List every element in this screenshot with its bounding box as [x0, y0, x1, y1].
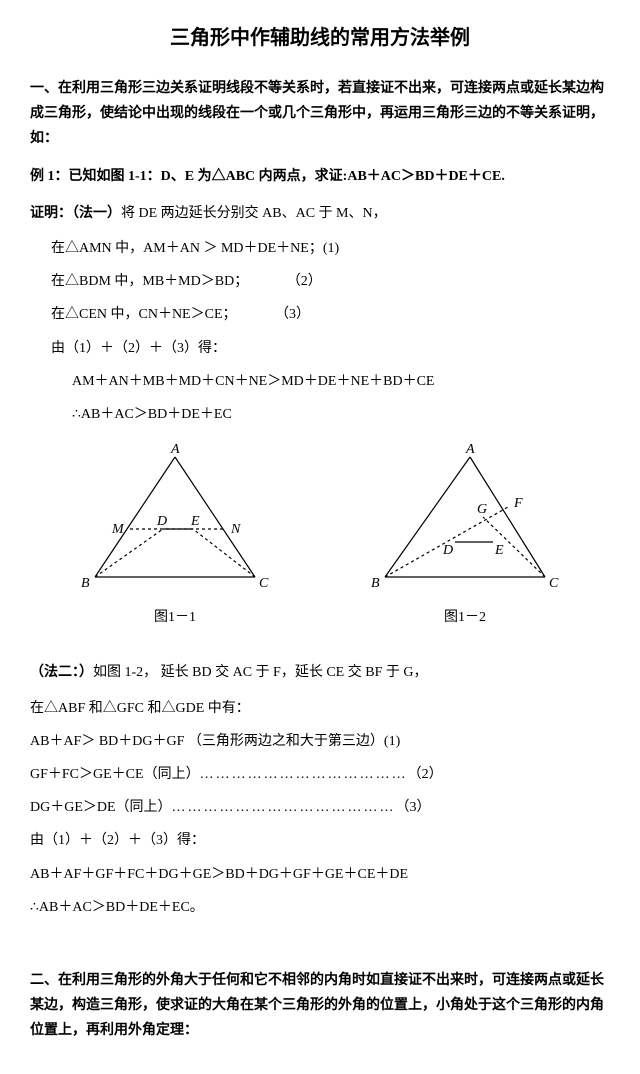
proof-1-heading: 证明：（法一）将 DE 两边延长分别交 AB、AC 于 M、N，	[30, 201, 610, 226]
section-2-heading: 二、在利用三角形的外角大于任何和它不相邻的内角时如直接证不出来时，可连接两点或延…	[30, 968, 610, 1044]
svg-text:N: N	[230, 522, 241, 537]
figure-1-1: A B C M N D E 图1－1	[75, 442, 275, 630]
proof-2-intro: 如图 1-2， 延长 BD 交 AC 于 F，延长 CE 交 BF 于 G，	[93, 665, 427, 680]
svg-text:A: A	[170, 442, 180, 457]
svg-text:C: C	[549, 576, 559, 591]
svg-text:E: E	[190, 514, 200, 529]
svg-text:A: A	[465, 442, 475, 457]
proof-2-step-1: 在△ABF 和△GFC 和△GDE 中有：	[30, 696, 610, 721]
svg-text:D: D	[442, 543, 453, 558]
proof-1-step-2: 在△BDM 中，MB＋MD＞BD； （2）	[51, 269, 610, 294]
proof-1-label: 证明：（法一）	[30, 206, 121, 221]
svg-text:D: D	[156, 514, 167, 529]
proof-1-step-1: 在△AMN 中，AM＋AN ＞ MD＋DE＋NE；(1)	[51, 236, 610, 261]
svg-text:B: B	[371, 576, 380, 591]
svg-text:B: B	[81, 576, 90, 591]
svg-text:G: G	[477, 502, 487, 517]
figure-1-1-caption: 图1－1	[75, 605, 275, 630]
proof-1-conclusion: ∴AB＋AC＞BD＋DE＋EC	[72, 402, 610, 427]
triangle-diagram-1: A B C M N D E	[75, 442, 275, 592]
proof-2-step-6: AB＋AF＋GF＋FC＋DG＋GE＞BD＋DG＋GF＋GE＋CE＋DE	[30, 862, 610, 887]
proof-2-step-2: AB＋AF＞ BD＋DG＋GF （三角形两边之和大于第三边）(1)	[30, 729, 610, 754]
proof-2-conclusion: ∴AB＋AC＞BD＋DE＋EC。	[30, 895, 610, 920]
proof-2-step-3: GF＋FC＞GE＋CE（同上）…………………………………（2）	[30, 762, 610, 787]
proof-1-intro: 将 DE 两边延长分别交 AB、AC 于 M、N，	[121, 206, 387, 221]
proof-1-step-4: 由（1）＋（2）＋（3）得：	[51, 336, 610, 361]
proof-2-heading: （法二：）如图 1-2， 延长 BD 交 AC 于 F，延长 CE 交 BF 于…	[30, 660, 610, 685]
example-1: 例 1：已知如图 1-1：D、E 为△ABC 内两点，求证:AB＋AC＞BD＋D…	[30, 164, 610, 189]
proof-1-step-3: 在△CEN 中，CN＋NE＞CE； （3）	[51, 302, 610, 327]
svg-text:C: C	[259, 576, 269, 591]
svg-text:E: E	[494, 543, 504, 558]
section-1-heading: 一、在利用三角形三边关系证明线段不等关系时，若直接证不出来，可连接两点或延长某边…	[30, 76, 610, 152]
proof-2-step-4: DG＋GE＞DE（同上）……………………………………（3）	[30, 795, 610, 820]
proof-2-step-5: 由（1）＋（2）＋（3）得：	[30, 828, 610, 853]
proof-1-step-5: AM＋AN＋MB＋MD＋CN＋NE＞MD＋DE＋NE＋BD＋CE	[72, 369, 610, 394]
svg-text:M: M	[111, 522, 125, 537]
svg-text:F: F	[513, 496, 523, 511]
figures-row: A B C M N D E 图1－1 A B C D E F G 图1－2	[30, 442, 610, 630]
triangle-diagram-2: A B C D E F G	[365, 442, 565, 592]
proof-2-label: （法二：）	[30, 665, 93, 680]
figure-1-2: A B C D E F G 图1－2	[365, 442, 565, 630]
page-title: 三角形中作辅助线的常用方法举例	[30, 20, 610, 56]
figure-1-2-caption: 图1－2	[365, 605, 565, 630]
